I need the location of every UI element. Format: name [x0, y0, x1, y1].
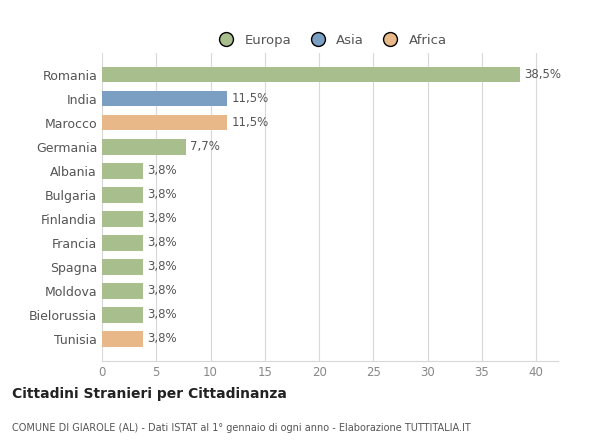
Text: 11,5%: 11,5% — [231, 92, 268, 105]
Bar — [102, 187, 143, 202]
Bar — [102, 283, 143, 299]
Text: 3,8%: 3,8% — [148, 333, 177, 345]
Text: 3,8%: 3,8% — [148, 284, 177, 297]
Bar — [102, 91, 227, 106]
Text: 3,8%: 3,8% — [148, 164, 177, 177]
Bar — [102, 307, 143, 323]
Bar — [102, 139, 185, 154]
Text: 38,5%: 38,5% — [524, 68, 562, 81]
Bar — [102, 163, 143, 179]
Text: 3,8%: 3,8% — [148, 260, 177, 273]
Bar — [102, 67, 520, 82]
Bar — [102, 331, 143, 347]
Text: 3,8%: 3,8% — [148, 236, 177, 249]
Text: 11,5%: 11,5% — [231, 116, 268, 129]
Text: 3,8%: 3,8% — [148, 308, 177, 322]
Text: 7,7%: 7,7% — [190, 140, 220, 153]
Text: COMUNE DI GIAROLE (AL) - Dati ISTAT al 1° gennaio di ogni anno - Elaborazione TU: COMUNE DI GIAROLE (AL) - Dati ISTAT al 1… — [12, 423, 471, 433]
Bar — [102, 259, 143, 275]
Bar — [102, 211, 143, 227]
Text: 3,8%: 3,8% — [148, 213, 177, 225]
Bar — [102, 115, 227, 131]
Text: Cittadini Stranieri per Cittadinanza: Cittadini Stranieri per Cittadinanza — [12, 387, 287, 401]
Legend: Europa, Asia, Africa: Europa, Asia, Africa — [208, 29, 452, 52]
Bar — [102, 235, 143, 251]
Text: 3,8%: 3,8% — [148, 188, 177, 201]
